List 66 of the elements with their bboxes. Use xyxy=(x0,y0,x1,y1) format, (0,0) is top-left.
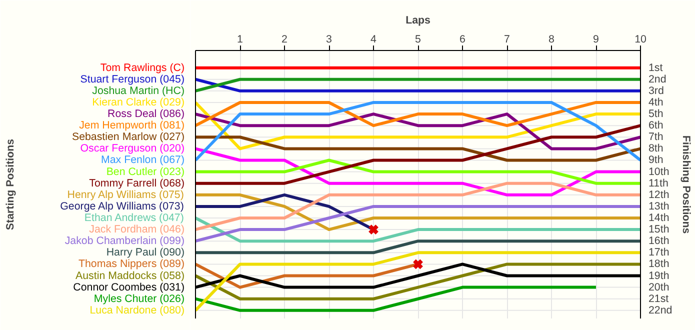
y-tick-label: 10th xyxy=(648,166,670,178)
y-tick-label: 14th xyxy=(648,212,670,224)
y-tick-label: 6th xyxy=(648,120,664,132)
series-label: Max Fenlon (067) xyxy=(100,154,185,166)
series-label: Oscar Ferguson (020) xyxy=(80,142,185,155)
x-tick-label: 2 xyxy=(282,34,288,46)
y-tick-label: 20th xyxy=(648,281,670,294)
series-label: Stuart Ferguson (045) xyxy=(80,73,185,86)
series-label: Tom Rawlings (C) xyxy=(100,62,185,74)
y-tick-label: 9th xyxy=(648,154,664,166)
legend-title: Starting Positions xyxy=(4,138,16,230)
series-label: Joshua Martin (HC) xyxy=(92,84,185,97)
line-series xyxy=(196,262,640,300)
x-tick-label: 7 xyxy=(504,34,510,46)
series-label: Henry Alp Williams (075) xyxy=(67,188,184,201)
line-series xyxy=(196,193,640,232)
series-label: Austin Maddocks (058) xyxy=(76,270,184,282)
line-series xyxy=(196,112,640,150)
series-label: Thomas Nippers (089) xyxy=(78,258,185,270)
series-label: Luca Nardone (080) xyxy=(90,304,185,316)
y-tick-label: 4th xyxy=(648,96,664,108)
y-tick-label: 13th xyxy=(648,200,670,212)
series-label: Connor Coombes (031) xyxy=(73,281,185,294)
series-label: Ethan Andrews (047) xyxy=(84,212,184,224)
y-tick-label: 5th xyxy=(648,108,664,120)
series-label: Myles Chuter (026) xyxy=(94,292,184,305)
y-axis-title: Finishing Positions xyxy=(680,135,692,234)
series-label: Jack Fordham (046) xyxy=(89,224,185,236)
x-tick-label: 3 xyxy=(326,34,332,46)
y-tick-label: 22nd xyxy=(648,304,672,316)
series-label: Jem Hempworth (081) xyxy=(79,120,185,132)
line-series xyxy=(196,100,640,162)
y-tick-label: 2nd xyxy=(648,73,666,86)
y-tick-label: 3rd xyxy=(648,84,664,97)
y-tick-label: 15th xyxy=(648,224,670,236)
line-series xyxy=(196,182,640,232)
series-label: Tommy Farrell (068) xyxy=(89,177,185,190)
x-tick-label: 1 xyxy=(237,34,244,46)
series-label: Ben Cutler (023) xyxy=(106,166,185,178)
y-tick-label: 12th xyxy=(648,188,670,201)
series-label: Ross Deal (086) xyxy=(108,108,185,120)
series-label: Sebastien Marlow (027) xyxy=(72,131,185,144)
y-tick-label: 1st xyxy=(648,62,663,74)
line-series xyxy=(196,204,640,243)
series-label: Jakob Chamberlain (099) xyxy=(64,235,185,248)
x-tick-label: 8 xyxy=(548,34,555,46)
series-label: Harry Paul (090) xyxy=(106,246,185,259)
y-tick-label: 11th xyxy=(648,177,669,190)
y-tick-label: 21st xyxy=(648,292,669,305)
y-tick-label: 8th xyxy=(648,142,664,155)
x-tick-label: 5 xyxy=(415,34,422,46)
y-tick-label: 16th xyxy=(648,235,670,248)
x-tick-label: 4 xyxy=(370,34,377,46)
y-tick-label: 7th xyxy=(648,131,664,144)
series-label: George Alp Williams (073) xyxy=(60,200,184,212)
x-tick-label: 6 xyxy=(460,34,466,46)
series-label: Kieran Clarke (029) xyxy=(92,96,185,108)
x-axis-title: Laps xyxy=(406,14,431,26)
line-series xyxy=(196,124,640,185)
y-tick-label: 17th xyxy=(648,246,670,259)
x-tick-label: 10 xyxy=(634,34,646,46)
line-series xyxy=(196,100,640,150)
x-tick-label: 9 xyxy=(593,34,600,46)
y-tick-label: 19th xyxy=(648,270,670,282)
y-tick-label: 18th xyxy=(648,258,670,270)
line-series xyxy=(196,147,640,196)
